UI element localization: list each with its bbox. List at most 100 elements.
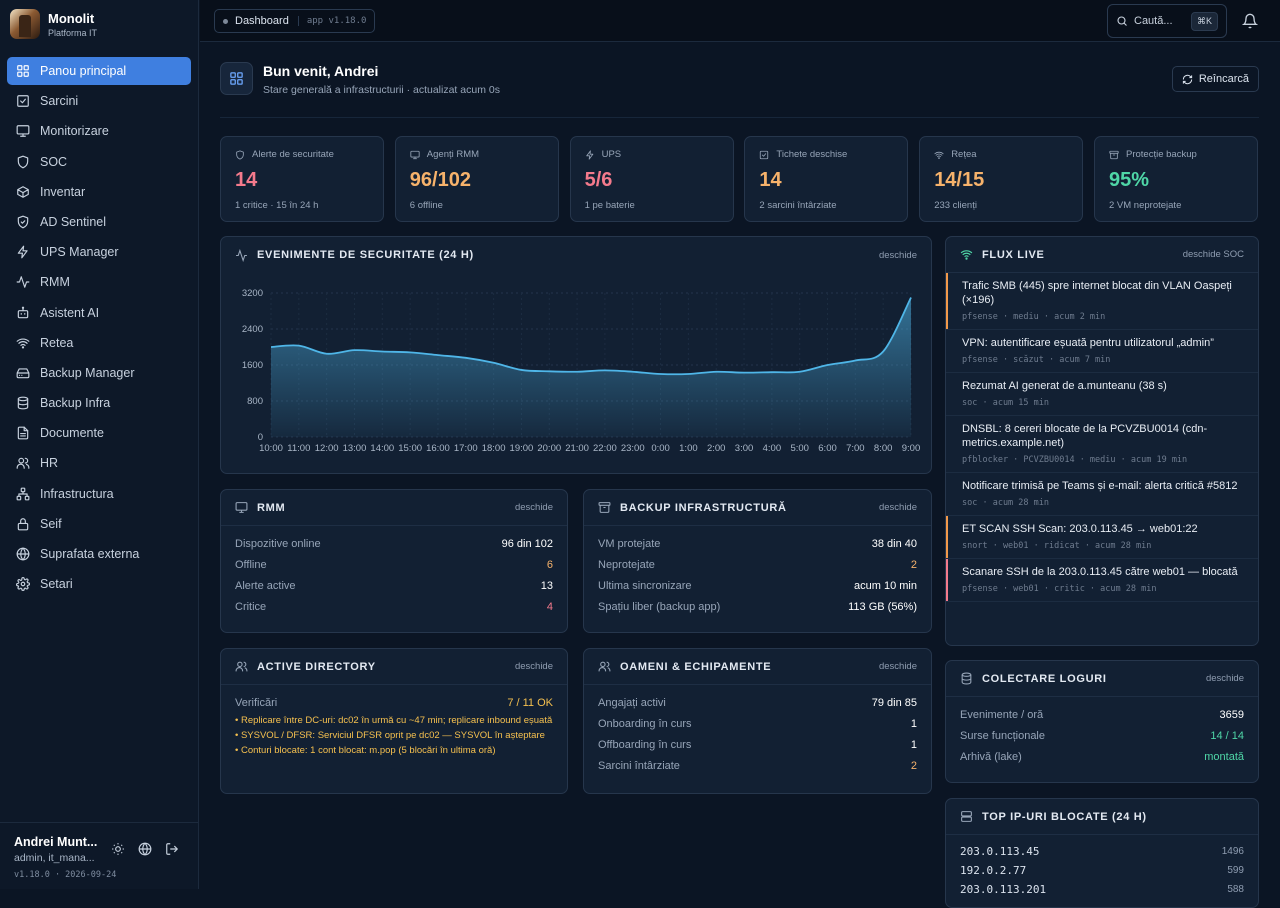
- stat-sub: 1 pe baterie: [585, 200, 719, 211]
- open-link[interactable]: deschide: [879, 661, 917, 672]
- monitor-icon: [410, 150, 420, 160]
- sidebar-item-infrastructura[interactable]: Infrastructura: [7, 480, 191, 508]
- x-tick-label: 13:00: [343, 443, 367, 454]
- sidebar-item-label: Seif: [40, 517, 62, 531]
- sidebar-item-hr[interactable]: HR: [7, 449, 191, 477]
- reload-label: Reîncarcă: [1199, 73, 1249, 85]
- feed-item[interactable]: Trafic SMB (445) spre internet blocat di…: [946, 273, 1258, 330]
- search-icon: [1116, 15, 1128, 27]
- logout-icon[interactable]: [165, 842, 179, 856]
- x-tick-label: 5:00: [790, 443, 809, 454]
- open-link[interactable]: deschide: [1206, 673, 1244, 684]
- sidebar-item-suprafata-externa[interactable]: Suprafata externa: [7, 540, 191, 568]
- kv-label: Arhivă (lake): [960, 751, 1022, 763]
- feed-item[interactable]: Rezumat AI generat de a.munteanu (38 s)s…: [946, 373, 1258, 416]
- feed-item[interactable]: Notificare trimisă pe Teams și e-mail: a…: [946, 473, 1258, 516]
- x-tick-label: 23:00: [621, 443, 645, 454]
- sidebar-item-documente[interactable]: Documente: [7, 419, 191, 447]
- kv-label: Sarcini întârziate: [598, 760, 680, 772]
- open-link[interactable]: deschide: [515, 502, 553, 513]
- stat-value: 14: [235, 169, 369, 192]
- reload-button[interactable]: Reîncarcă: [1172, 66, 1259, 92]
- sidebar-item-sarcini[interactable]: Sarcini: [7, 87, 191, 115]
- sidebar-item-soc[interactable]: SOC: [7, 148, 191, 176]
- sidebar-item-backup-manager[interactable]: Backup Manager: [7, 359, 191, 387]
- kv-value: 1: [911, 718, 917, 730]
- brand-subtitle: Platforma IT: [48, 28, 97, 38]
- flux-list: Trafic SMB (445) spre internet blocat di…: [946, 273, 1258, 602]
- shield-icon: [16, 155, 30, 169]
- database-icon: [960, 672, 973, 685]
- feed-item[interactable]: VPN: autentificare eșuată pentru utiliza…: [946, 330, 1258, 373]
- sidebar-item-label: Documente: [40, 426, 104, 440]
- x-tick-label: 18:00: [482, 443, 506, 454]
- sidebar-item-monitorizare[interactable]: Monitorizare: [7, 117, 191, 145]
- ip-count: 1496: [1222, 846, 1244, 857]
- kv-value: montată: [1204, 751, 1244, 763]
- feed-item[interactable]: DNSBL: 8 cereri blocate de la PCVZBU0014…: [946, 416, 1258, 473]
- sidebar-item-retea[interactable]: Retea: [7, 329, 191, 357]
- card-title: RMM: [257, 502, 285, 514]
- divider: [220, 117, 1259, 118]
- open-link[interactable]: deschide: [879, 502, 917, 513]
- stat-sub: 2 sarcini întârziate: [759, 200, 893, 211]
- stat-sub: 2 VM neprotejate: [1109, 200, 1243, 211]
- kv-value: 14 / 14: [1210, 730, 1244, 742]
- globe-icon[interactable]: [138, 842, 152, 856]
- flux-live-card: FLUX LIVE deschide SOC Trafic SMB (445) …: [945, 236, 1259, 646]
- search-button[interactable]: Caută... ⌘K: [1107, 4, 1227, 38]
- stat-label: Agenți RMM: [427, 149, 479, 160]
- search-label: Caută...: [1134, 15, 1173, 27]
- feed-item[interactable]: Scanare SSH de la 203.0.113.45 către web…: [946, 559, 1258, 602]
- breadcrumb[interactable]: Dashboard app v1.18.0: [214, 9, 375, 33]
- search-shortcut: ⌘K: [1191, 12, 1218, 31]
- feed-item[interactable]: ET SCAN SSH Scan: 203.0.113.45 → web01:2…: [946, 516, 1258, 559]
- sidebar-item-panou-principal[interactable]: Panou principal: [7, 57, 191, 85]
- sidebar-item-inventar[interactable]: Inventar: [7, 178, 191, 206]
- kv-label: Offline: [235, 559, 267, 571]
- brand-name: Monolit: [48, 11, 97, 26]
- brand[interactable]: Monolit Platforma IT: [0, 0, 198, 48]
- ip-count: 588: [1227, 884, 1244, 895]
- database-icon: [16, 396, 30, 410]
- kv-label: Evenimente / oră: [960, 709, 1043, 721]
- bell-icon[interactable]: [1242, 13, 1258, 29]
- sidebar-item-ups-manager[interactable]: UPS Manager: [7, 238, 191, 266]
- card-title: EVENIMENTE DE SECURITATE (24 H): [257, 249, 474, 261]
- card-title: BACKUP INFRASTRUCTURĂ: [620, 502, 787, 514]
- app-version: app v1.18.0: [298, 16, 367, 26]
- sun-icon[interactable]: [111, 842, 125, 856]
- stat-label: Rețea: [951, 149, 976, 160]
- stat-value: 14/15: [934, 169, 1068, 192]
- sidebar-item-seif[interactable]: Seif: [7, 510, 191, 538]
- sidebar-item-ad-sentinel[interactable]: AD Sentinel: [7, 208, 191, 236]
- activity-icon: [235, 249, 248, 262]
- sidebar-item-backup-infra[interactable]: Backup Infra: [7, 389, 191, 417]
- open-link[interactable]: deschide: [879, 250, 917, 261]
- sidebar-item-rmm[interactable]: RMM: [7, 268, 191, 296]
- open-soc-link[interactable]: deschide SOC: [1183, 249, 1244, 260]
- open-link[interactable]: deschide: [515, 661, 553, 672]
- kv-label: Dispozitive online: [235, 538, 321, 550]
- sidebar-item-asistent-ai[interactable]: Asistent AI: [7, 299, 191, 327]
- sidebar-item-label: Sarcini: [40, 94, 78, 108]
- kv-row: Spațiu liber (backup app)113 GB (56%): [598, 597, 917, 618]
- x-tick-label: 10:00: [259, 443, 283, 454]
- sidebar-item-setari[interactable]: Setari: [7, 570, 191, 598]
